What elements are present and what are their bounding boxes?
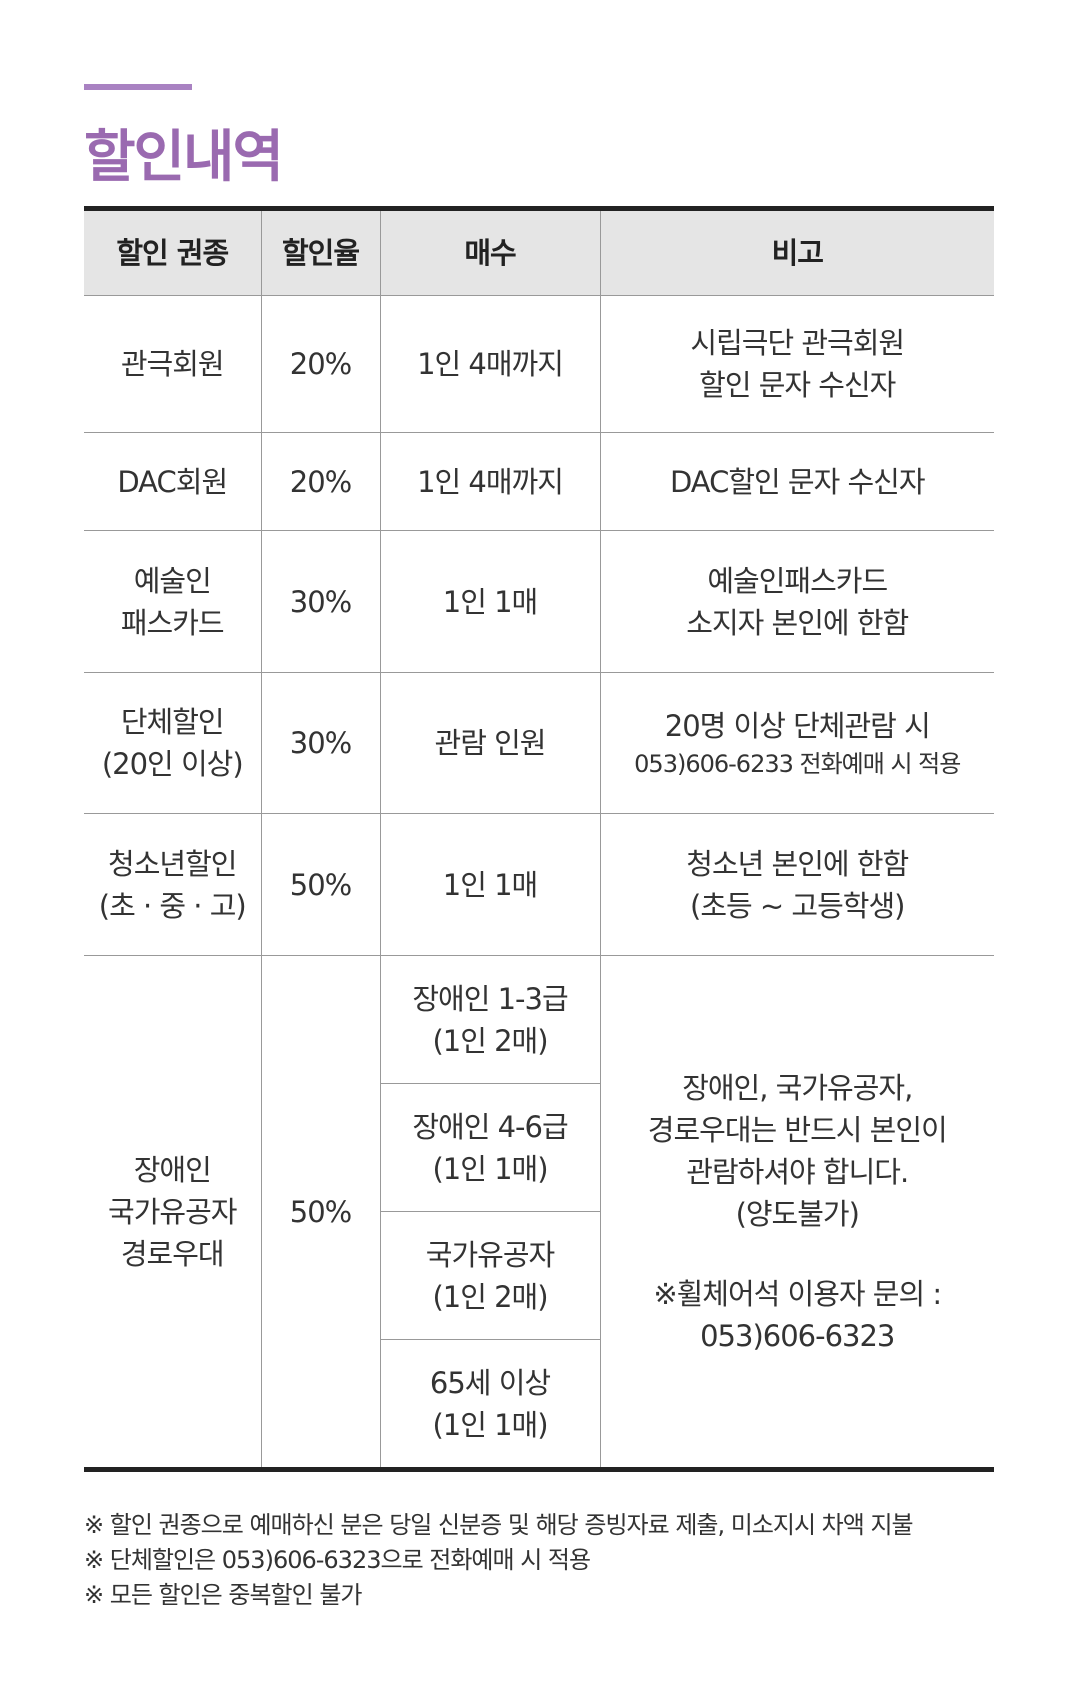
cell-line: 시립극단 관극회원 — [690, 326, 905, 360]
cell-line: 장애인 — [133, 1152, 212, 1187]
sub-cell: 장애인 1-3급 (1인 2매) — [380, 956, 600, 1084]
cell-line: 경로우대는 반드시 본인이 — [647, 1112, 948, 1147]
table-row: 예술인 패스카드 30% 1인 1매 예술인패스카드 소지자 본인에 한함 — [84, 530, 994, 673]
cell-line: DAC할인 문자 수신자 — [669, 464, 926, 499]
table-cell: DAC할인 문자 수신자 — [599, 432, 994, 531]
note: ※ 할인 권종으로 예매하신 분은 당일 신분증 및 해당 증빙자료 제출, 미… — [84, 1511, 914, 1539]
cell-line: 65세 이상 — [429, 1365, 551, 1400]
note: ※ 모든 할인은 중복할인 불가 — [84, 1581, 363, 1609]
cell-line: 1인 4매까지 — [417, 464, 564, 499]
cell-line: 1인 4매까지 — [417, 347, 564, 381]
cell-line: 관람하셔야 합니다. — [686, 1154, 909, 1189]
cell-line: 국가유공자 — [425, 1237, 555, 1272]
cell-line: (1인 1매) — [432, 1151, 548, 1186]
notes: ※ 할인 권종으로 예매하신 분은 당일 신분증 및 해당 증빙자료 제출, 미… — [84, 1508, 914, 1613]
cell-line: 예술인 — [133, 563, 212, 598]
title: 할인내역 — [84, 125, 284, 190]
table-row: 청소년할인 (초 · 중 · 고) 50% 1인 1매 청소년 본인에 한함 (초등 ~ … — [84, 813, 994, 956]
table-cell: 50% — [260, 813, 381, 956]
table-cell: 20명 이상 단체관람 시 053)606-6233 전화예매 시 적용 — [599, 672, 994, 814]
cell-line: (양도불가) — [735, 1196, 860, 1231]
cell-line: 관람 인원 — [434, 726, 547, 760]
table-cell: 1인 1매 — [379, 530, 601, 673]
cell-line: 30% — [289, 584, 352, 619]
table-cell: 30% — [260, 530, 381, 673]
cell-line: 청소년할인 — [108, 846, 237, 881]
table-cell: 20% — [260, 432, 381, 531]
sub-cell: 국가유공자 (1인 2매) — [380, 1212, 600, 1340]
table-cell: DAC회원 — [84, 432, 262, 531]
cell-line: 053)606-6323 — [700, 1318, 895, 1353]
table-row: 단체할인 (20인 이상) 30% 관람 인원 20명 이상 단체관람 시 053)606… — [84, 672, 994, 814]
cell-line: 국가유공자 — [108, 1194, 237, 1229]
table-cell: 관극회원 — [84, 295, 262, 433]
cell-line: 053)606-6233 전화예매 시 적용 — [634, 750, 961, 778]
table-cell: 1인 4매까지 — [379, 295, 601, 433]
remark-block: ※휠체어석 이용자 문의 : 053)606-6323 — [601, 1273, 995, 1357]
accent-bar — [84, 84, 192, 90]
cell-line: DAC회원 — [117, 464, 228, 499]
cell-line: 관극회원 — [120, 347, 225, 381]
table-cell: 장애인 1-3급 (1인 2매) 장애인 4-6급 (1인 1매) 국가유공자 (1인 2… — [379, 955, 601, 1470]
header-cell: 할인율 — [260, 208, 381, 296]
header-cell: 비고 — [599, 208, 994, 296]
note: ※ 단체할인은 053)606-6323으로 전화예매 시 적용 — [84, 1546, 591, 1574]
cell-line: 할인 문자 수신자 — [699, 368, 896, 402]
header-cell: 매수 — [379, 208, 601, 296]
cell-line: 청소년 본인에 한함 — [686, 846, 909, 881]
cell-line: (1인 1매) — [432, 1407, 548, 1442]
table-row: 장애인 국가유공자 경로우대 50% 장애인 1-3급 (1인 2매) 장애인 4-6급 (1… — [84, 955, 995, 1470]
table-cell: 단체할인 (20인 이상) — [84, 672, 262, 814]
cell-line: 경로우대 — [120, 1236, 225, 1271]
cell-line: 예술인패스카드 — [707, 563, 888, 598]
discount-table: 할인 권종 할인율 매수 비고 관극회원 20% 1인 4매까지 시립극단 관극회원 할… — [84, 206, 994, 1472]
cell-line: 장애인 4-6급 — [412, 1109, 568, 1144]
cell-line: 소지자 본인에 한함 — [686, 605, 909, 640]
table-cell: 50% — [260, 955, 381, 1470]
cell-line: 20% — [289, 347, 352, 381]
table-cell: 1인 1매 — [379, 813, 601, 956]
cell-line: (1인 2매) — [432, 1279, 548, 1314]
header-cell: 할인 권종 — [84, 208, 262, 296]
cell-line: 50% — [289, 867, 352, 902]
cell-line: 1인 1매 — [442, 867, 538, 902]
sub-cell: 65세 이상 (1인 1매) — [381, 1340, 600, 1467]
table-cell: 관람 인원 — [379, 672, 601, 814]
cell-line: 20명 이상 단체관람 시 — [664, 709, 931, 743]
table-cell: 청소년 본인에 한함 (초등 ~ 고등학생) — [599, 813, 994, 956]
table-cell: 1인 4매까지 — [379, 432, 601, 531]
cell-line: 장애인, 국가유공자, — [682, 1070, 913, 1105]
table-row: DAC회원 20% 1인 4매까지 DAC할인 문자 수신자 — [84, 432, 994, 531]
table-cell: 30% — [260, 672, 381, 814]
cell-line: 패스카드 — [120, 605, 225, 640]
cell-line: 단체할인 — [120, 705, 225, 739]
cell-line: 장애인 1-3급 — [412, 981, 568, 1016]
cell-line: 1인 1매 — [442, 584, 538, 619]
table-cell: 20% — [260, 295, 381, 433]
cell-line: 20% — [289, 464, 352, 499]
cell-line: 30% — [289, 726, 352, 760]
cell-line: (초등 ~ 고등학생) — [690, 888, 905, 923]
cell-line: ※휠체어석 이용자 문의 : — [653, 1276, 942, 1311]
cell-line: 50% — [289, 1194, 352, 1229]
header-row: 할인 권종 할인율 매수 비고 — [84, 208, 994, 296]
cell-line: (1인 2매) — [432, 1023, 548, 1058]
cell-line: (초 · 중 · 고) — [98, 888, 247, 923]
cell-line: (20인 이상) — [101, 747, 244, 781]
table-cell: 청소년할인 (초 · 중 · 고) — [84, 813, 262, 956]
sub-cell: 장애인 4-6급 (1인 1매) — [380, 1084, 600, 1212]
